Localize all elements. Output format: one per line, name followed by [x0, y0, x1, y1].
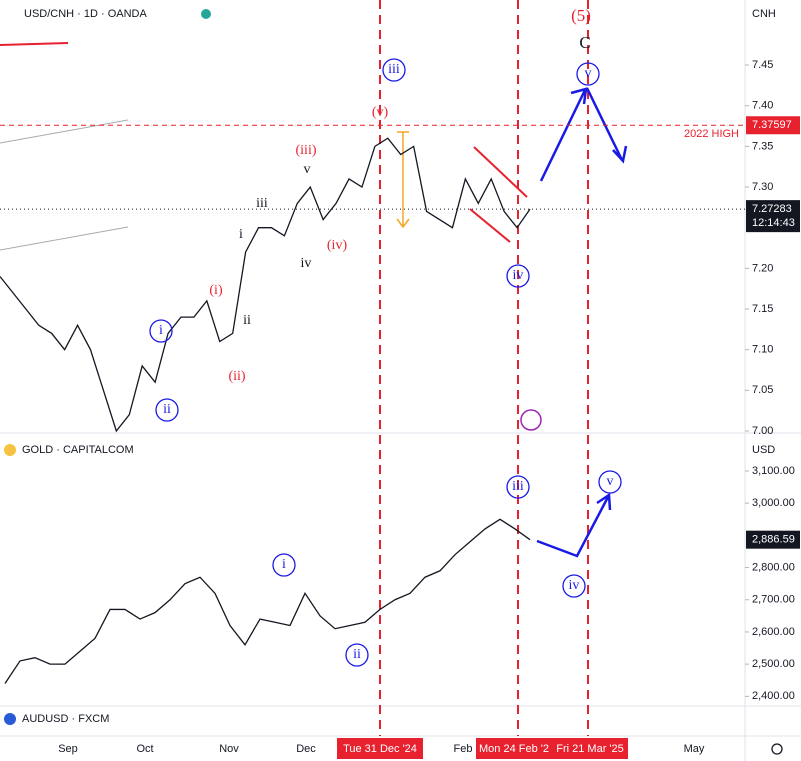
y-tick-label: 2,700.00 [752, 594, 795, 606]
y-tick-label: 2,500.00 [752, 658, 795, 670]
price-line [4, 518, 531, 684]
y-tick-label: 7.15 [752, 303, 773, 315]
last-price: 7.27283 [752, 203, 792, 215]
pane-title: USD/CNH · 1D · OANDA [24, 8, 148, 20]
y-tick-label: 3,000.00 [752, 497, 795, 509]
wave-label: ii [353, 647, 361, 662]
time-highlight [337, 738, 423, 759]
x-tick-label: Mon 24 Feb '2 [479, 743, 549, 755]
x-tick-label: Fri 21 Mar '25 [556, 743, 624, 755]
x-tick-label: Tue 31 Dec '24 [343, 743, 417, 755]
wave-circle [562, 574, 586, 598]
y-tick-label: 7.30 [752, 181, 773, 193]
y-tick-label: 3,100.00 [752, 465, 795, 477]
wave-label: (5) [571, 6, 591, 25]
time-highlight [552, 738, 628, 759]
wave-circle [506, 264, 530, 288]
price-tag [746, 530, 800, 549]
wave-label: v [585, 66, 592, 81]
wave-circle [272, 553, 296, 577]
y-tick-label: 2,800.00 [752, 561, 795, 573]
wave-label: (iii) [296, 143, 317, 158]
wave-circle [345, 643, 369, 667]
y-tick-label: 7.20 [752, 262, 773, 274]
price-tag [746, 200, 800, 233]
pane-title: AUDUSD · FXCM [22, 713, 109, 725]
wave-circle [598, 470, 622, 494]
wave-circle [149, 319, 173, 343]
wave-label: (v) [372, 105, 389, 120]
wave-circle [155, 398, 179, 422]
wave-label: iii [512, 479, 524, 494]
y-tick-label: 7.00 [752, 425, 773, 437]
y-tick-label: 7.35 [752, 140, 773, 152]
wave-label: iv [513, 268, 524, 283]
wave-label: ii [243, 313, 251, 328]
wave-circle [576, 62, 600, 86]
x-tick-label: Nov [219, 743, 239, 755]
y-tick-label: 2,400.00 [752, 690, 795, 702]
x-tick-label: May [684, 743, 705, 755]
wave-label: C [579, 33, 590, 52]
currency: USD [752, 444, 775, 456]
wave-label: (i) [209, 283, 223, 298]
x-tick-label: Oct [136, 743, 153, 755]
wave-label: ii [163, 402, 171, 417]
wave-label: v [304, 162, 311, 177]
y-tick-label: 7.05 [752, 384, 773, 396]
level-value: 7.37597 [752, 119, 792, 131]
wave-circle [382, 58, 406, 82]
y-tick-label: 7.40 [752, 100, 773, 112]
wave-label: (ii) [228, 369, 245, 384]
wave-label: v [607, 474, 614, 489]
countdown: 12:14:43 [752, 217, 795, 229]
y-tick-label: 2,600.00 [752, 626, 795, 638]
wave-label: iii [388, 62, 400, 77]
last-price: 2,886.59 [752, 534, 795, 546]
wave-label: iv [301, 256, 312, 271]
price-tag [746, 116, 800, 135]
wave-label: iv [569, 578, 580, 593]
y-tick-label: 7.10 [752, 344, 773, 356]
time-highlight [476, 738, 552, 759]
wave-label: (iv) [327, 238, 348, 253]
wave-label: i [282, 557, 286, 572]
wave-label: i [239, 227, 243, 242]
x-tick-label: Dec [296, 743, 316, 755]
x-tick-label: Feb [454, 743, 473, 755]
level-name: 2022 HIGH [684, 128, 739, 140]
wave-circle [506, 475, 530, 499]
wave-label: i [159, 323, 163, 338]
y-tick-label: 7.45 [752, 59, 773, 71]
currency: CNH [752, 8, 776, 20]
pane-title: GOLD · CAPITALCOM [22, 444, 134, 456]
wave-label: iii [256, 196, 268, 211]
price-line [0, 137, 531, 433]
x-tick-label: Sep [58, 743, 78, 755]
